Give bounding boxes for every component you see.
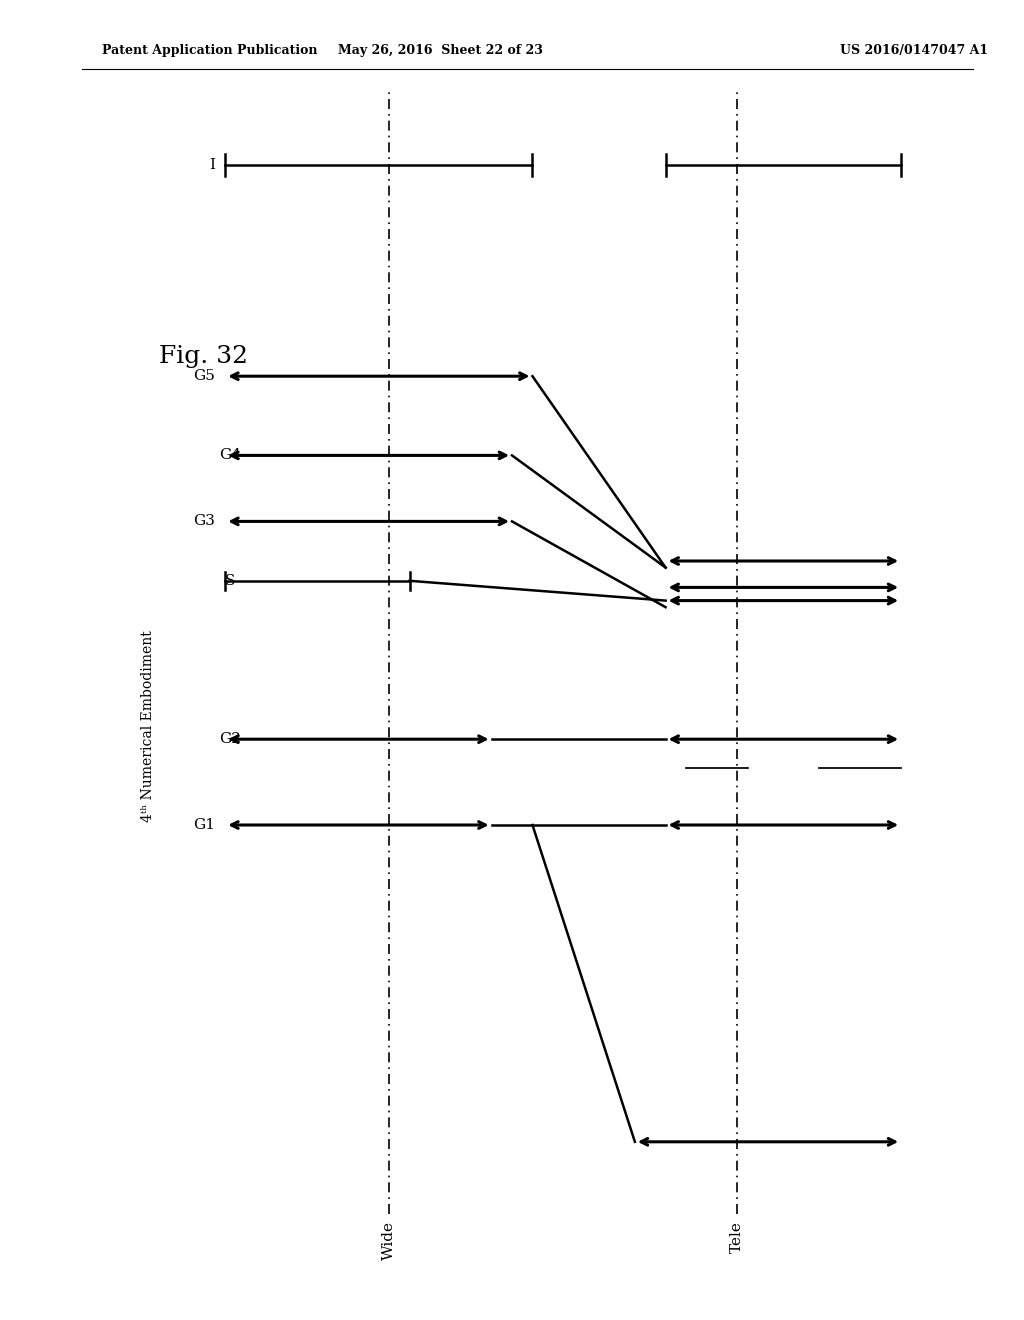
Text: G2: G2 (219, 733, 241, 746)
Text: 4ᵗʰ Numerical Embodiment: 4ᵗʰ Numerical Embodiment (141, 630, 156, 822)
Text: G3: G3 (194, 515, 215, 528)
Text: Wide: Wide (382, 1221, 396, 1261)
Text: Tele: Tele (730, 1221, 744, 1253)
Text: May 26, 2016  Sheet 22 of 23: May 26, 2016 Sheet 22 of 23 (338, 44, 543, 57)
Text: G1: G1 (194, 818, 215, 832)
Text: Patent Application Publication: Patent Application Publication (102, 44, 317, 57)
Text: US 2016/0147047 A1: US 2016/0147047 A1 (840, 44, 988, 57)
Text: G5: G5 (194, 370, 215, 383)
Text: I: I (209, 158, 215, 172)
Text: S: S (225, 574, 236, 587)
Text: G4: G4 (219, 449, 241, 462)
Text: Fig. 32: Fig. 32 (159, 345, 248, 368)
